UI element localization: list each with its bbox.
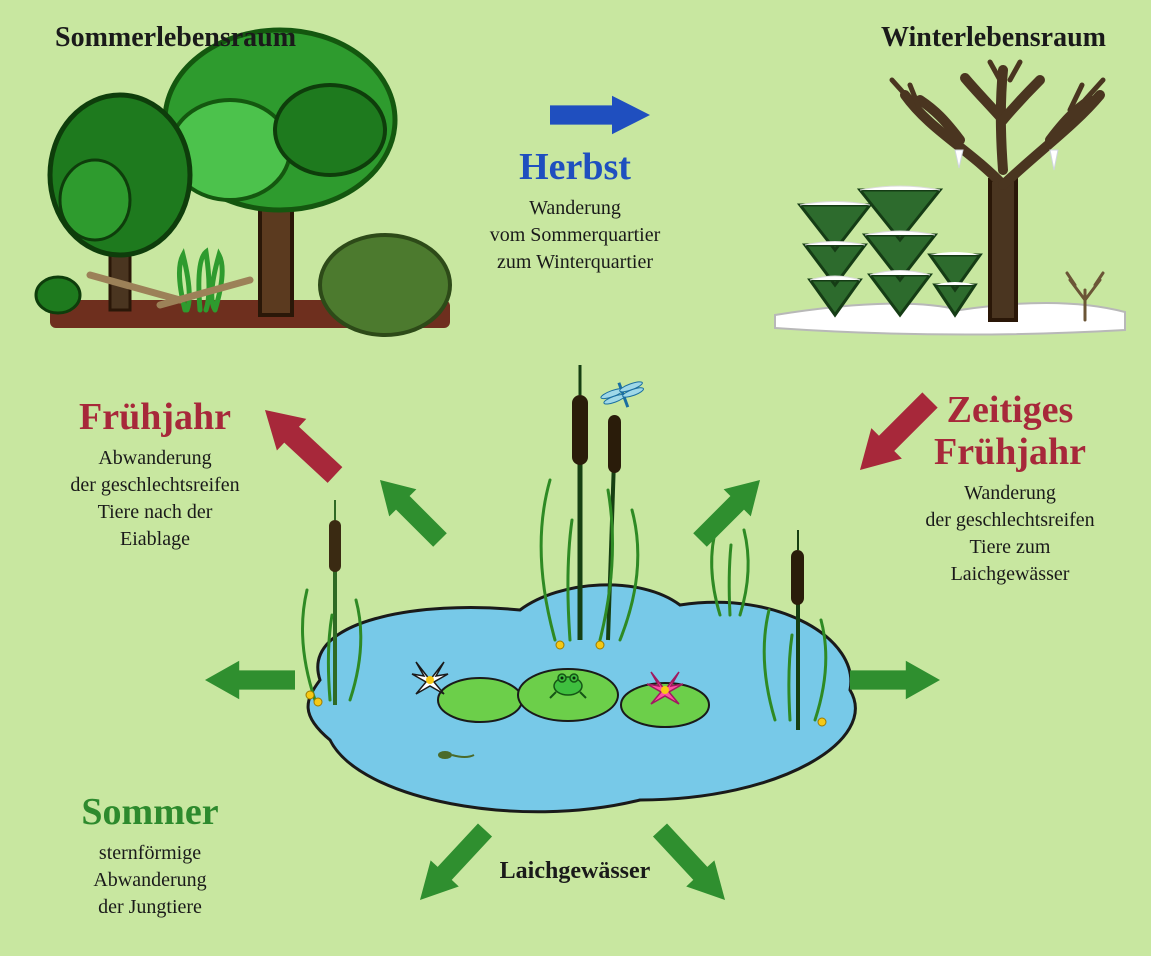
zeitiges-desc: Wanderungder geschlechtsreifenTiere zumL… bbox=[870, 480, 1150, 588]
pond-scene bbox=[303, 365, 856, 812]
herbst-block: Herbst Wanderungvom Sommerquartierzum Wi… bbox=[415, 145, 735, 276]
arrow-icon bbox=[550, 96, 650, 134]
zeitiges-title: ZeitigesFrühjahr bbox=[870, 390, 1150, 474]
herbst-title: Herbst bbox=[415, 145, 735, 189]
fruehjahr-desc: Abwanderungder geschlechtsreifenTiere na… bbox=[25, 445, 285, 553]
pine-icon bbox=[800, 202, 870, 316]
reeds-icon bbox=[712, 525, 749, 615]
summer-habitat-heading: Sommerlebensraum bbox=[55, 22, 296, 54]
fruehjahr-block: Frühjahr Abwanderungder geschlechtsreife… bbox=[25, 395, 285, 553]
sommer-desc: sternförmigeAbwanderungder Jungtiere bbox=[30, 840, 270, 921]
summer-habitat-scene bbox=[36, 30, 450, 335]
dragonfly-icon bbox=[598, 375, 648, 414]
pond-label: Laichgewässer bbox=[475, 858, 675, 885]
winter-habitat-scene bbox=[775, 62, 1125, 335]
zeitiges-block: ZeitigesFrühjahr Wanderungder geschlecht… bbox=[870, 390, 1150, 588]
pine-icon bbox=[860, 186, 940, 315]
arrow-icon bbox=[205, 661, 295, 699]
fruehjahr-title: Frühjahr bbox=[25, 395, 285, 439]
lilypad-icon bbox=[438, 678, 522, 722]
sommer-block: Sommer sternförmigeAbwanderungder Jungti… bbox=[30, 790, 270, 921]
herbst-desc: Wanderungvom Sommerquartierzum Winterqua… bbox=[415, 195, 735, 276]
winter-habitat-heading: Winterlebensraum bbox=[881, 22, 1106, 54]
arrow-icon bbox=[693, 480, 760, 547]
arrow-icon bbox=[380, 480, 447, 547]
sommer-title: Sommer bbox=[30, 790, 270, 834]
arrow-icon bbox=[850, 661, 940, 699]
